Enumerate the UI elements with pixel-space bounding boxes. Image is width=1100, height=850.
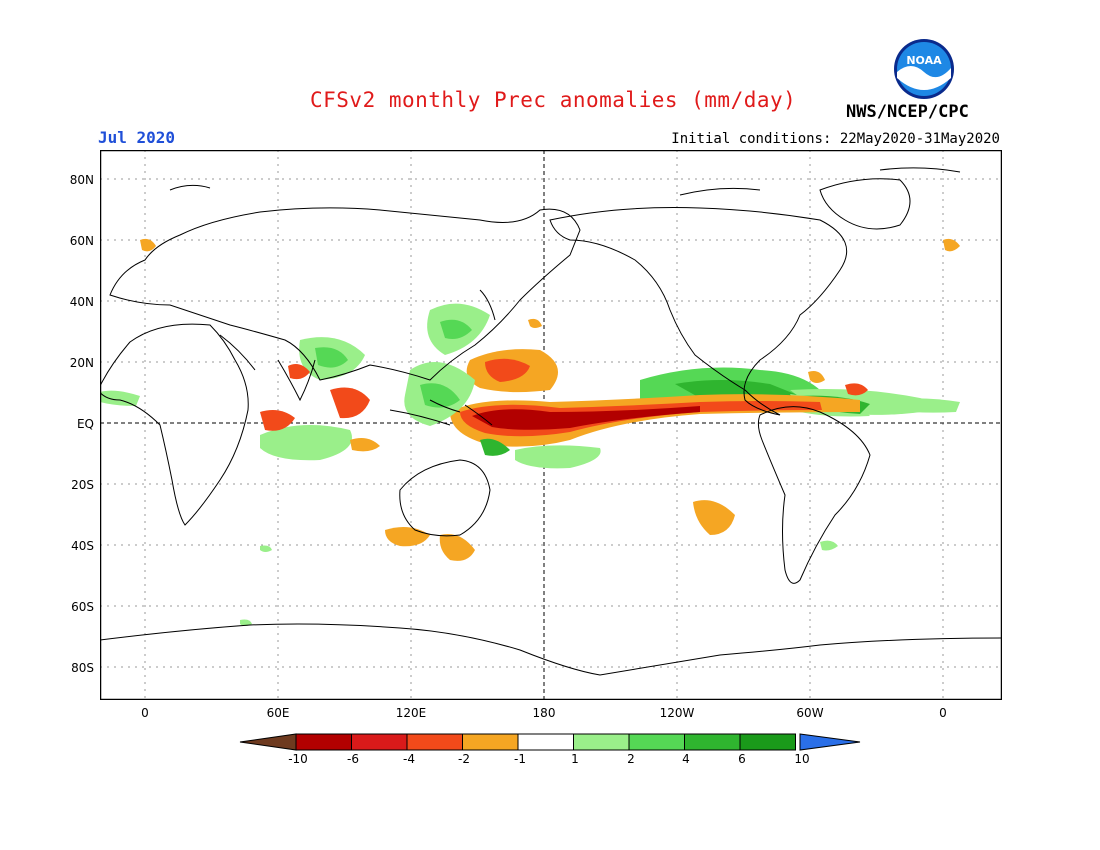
lat-tick-40n: 40N [69, 295, 94, 309]
colorbar-swatch [517, 733, 574, 751]
colorbar-lower-arrow [239, 733, 297, 751]
lon-tick-120w: 120W [659, 706, 695, 720]
colorbar-label: 6 [738, 752, 746, 766]
lon-tick-60w: 60W [796, 706, 824, 720]
australia-coast [399, 459, 491, 537]
map-title: CFSv2 monthly Prec anomalies (mm/day) [310, 88, 797, 112]
colorbar-swatch [573, 733, 630, 751]
lat-tick-80n: 80N [69, 173, 94, 187]
lat-tick-80s: 80S [71, 661, 94, 675]
coastlines [100, 167, 1002, 676]
africa-coast [100, 323, 249, 526]
colorbar-swatch [406, 733, 463, 751]
colorbar-label: 10 [794, 752, 810, 766]
colorbar-label: -1 [514, 752, 526, 766]
eurasia-coast [109, 207, 581, 381]
colorbar-label: 1 [571, 752, 579, 766]
lat-tick-eq: EQ [76, 417, 94, 431]
colorbar [239, 733, 861, 751]
precip-anomaly-map [100, 150, 1002, 700]
anomaly-fields [100, 238, 960, 626]
noaa-logo-text: NOAA [906, 54, 942, 67]
lon-tick-0: 0 [141, 706, 149, 720]
colorbar-label: -2 [458, 752, 470, 766]
colorbar-label: 4 [682, 752, 690, 766]
lat-tick-20s: 20S [71, 478, 94, 492]
north-america-coast [549, 207, 848, 416]
initial-conditions-label: Initial conditions: 22May2020-31May2020 [671, 131, 1000, 147]
lon-tick-0-east: 0 [939, 706, 947, 720]
lon-tick-120e: 120E [395, 706, 427, 720]
noaa-logo-icon: NOAA [894, 39, 954, 99]
lat-tick-60n: 60N [69, 234, 94, 248]
lon-tick-180: 180 [532, 706, 556, 720]
colorbar-swatches [239, 733, 861, 751]
colorbar-label: 2 [627, 752, 635, 766]
colorbar-swatch [739, 733, 796, 751]
lat-tick-60s: 60S [71, 600, 94, 614]
colorbar-swatch [295, 733, 352, 751]
colorbar-swatch [351, 733, 408, 751]
lon-tick-60e: 60E [266, 706, 290, 720]
colorbar-swatch [684, 733, 741, 751]
forecast-month: Jul 2020 [98, 128, 176, 147]
lat-tick-20n: 20N [69, 356, 94, 370]
antarctica-coast [100, 623, 1002, 676]
agency-label: NWS/NCEP/CPC [846, 102, 969, 122]
colorbar-upper-arrow [799, 733, 861, 751]
south-america-coast [757, 406, 871, 584]
colorbar-label: -10 [288, 752, 308, 766]
colorbar-swatch [462, 733, 519, 751]
lat-tick-40s: 40S [71, 539, 94, 553]
colorbar-label: -6 [347, 752, 359, 766]
colorbar-label: -4 [403, 752, 415, 766]
colorbar-swatch [628, 733, 685, 751]
